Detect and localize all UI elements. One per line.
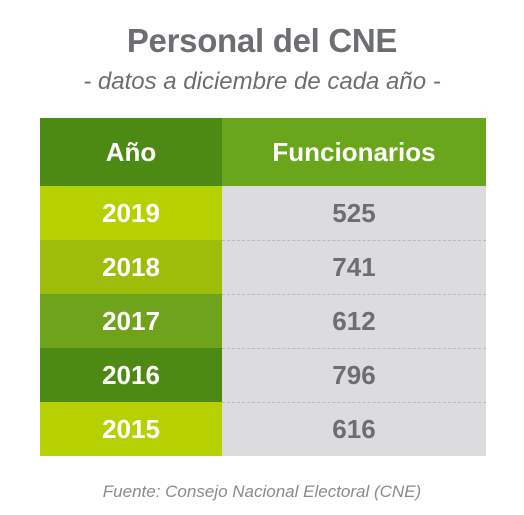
- year-cell: 2017: [40, 294, 222, 348]
- chart-subtitle: - datos a diciembre de cada año -: [83, 68, 441, 95]
- funcionarios-cell: 616: [222, 402, 486, 456]
- table-header-row: Año Funcionarios: [40, 118, 486, 186]
- table-body: 2019 525 2018 741 2017 612 2016 796 2015 616: [40, 186, 486, 456]
- table-row-2015: 2015 616: [40, 402, 486, 456]
- header-year: Año: [40, 118, 222, 186]
- year-cell: 2019: [40, 186, 222, 240]
- year-cell: 2015: [40, 402, 222, 456]
- source-note: Fuente: Consejo Nacional Electoral (CNE): [102, 482, 422, 501]
- header-funcionarios: Funcionarios: [272, 136, 436, 167]
- year-cell: 2016: [40, 348, 222, 402]
- funcionarios-cell: 741: [222, 240, 486, 294]
- data-table: Año Funcionarios 2019 525 2018 741 2017 612 20…: [40, 118, 486, 456]
- table-row-2018: 2018 741: [40, 240, 486, 294]
- year-cell: 2018: [40, 240, 222, 294]
- funcionarios-cell: 525: [222, 186, 486, 240]
- table-row-2017: 2017 612: [40, 294, 486, 348]
- chart-title: Personal del CNE: [126, 22, 398, 59]
- funcionarios-cell: 612: [222, 294, 486, 348]
- funcionarios-cell: 796: [222, 348, 486, 402]
- table-row-2016: 2016 796: [40, 348, 486, 402]
- table-row-2019: 2019 525: [40, 186, 486, 240]
